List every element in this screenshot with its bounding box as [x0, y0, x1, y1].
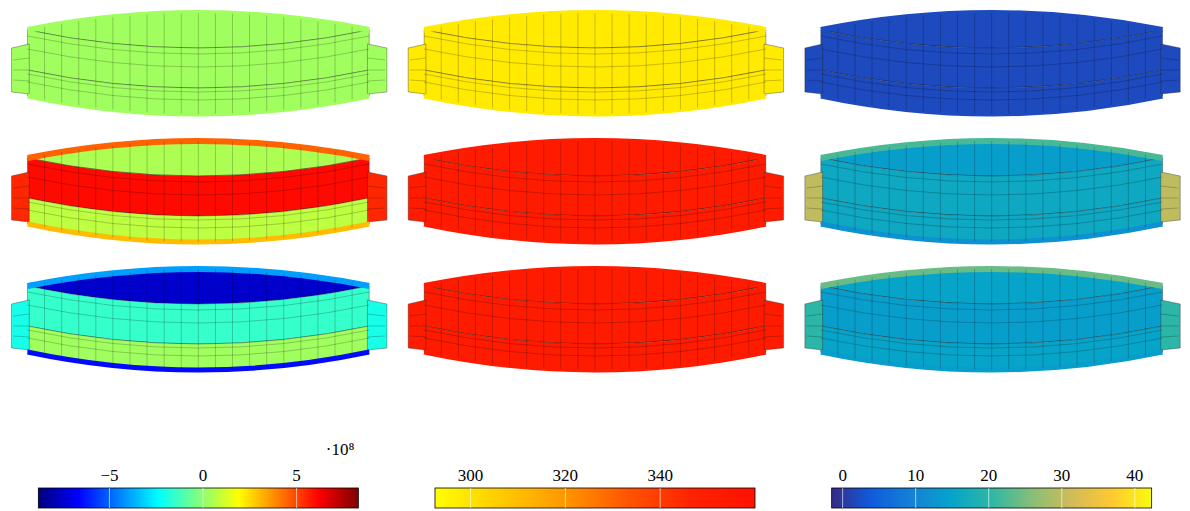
tick-label: 0 [838, 466, 847, 485]
field-region [12, 172, 387, 222]
colorbar-tick [203, 488, 204, 508]
field-region [408, 44, 783, 94]
mesh-lines [807, 269, 1179, 370]
colorbar-tick [109, 488, 110, 508]
tick-label: 40 [1126, 466, 1143, 485]
colorbar-tick [842, 488, 843, 508]
mesh-panel [805, 269, 1180, 370]
mesh-lines [410, 269, 782, 370]
field-region [12, 300, 387, 350]
colorbar [38, 488, 358, 508]
mesh-lines [807, 141, 1179, 242]
colorbar-tick [296, 488, 297, 508]
field-region [408, 172, 783, 222]
tick-label: 5 [292, 466, 301, 485]
tick-label: 300 [458, 466, 484, 485]
tick-label: −5 [100, 466, 118, 485]
tick-label: 20 [980, 466, 997, 485]
mesh-panel [12, 269, 387, 370]
mesh-panel [12, 13, 387, 114]
mesh-panel [12, 141, 387, 242]
field-region [408, 300, 783, 350]
tick-label: 10 [907, 466, 924, 485]
field-region [805, 300, 1180, 350]
mesh-lines [410, 141, 782, 242]
mesh-panel [408, 13, 783, 114]
mesh-lines [410, 13, 782, 114]
mesh-lines [13, 13, 385, 114]
tick-label: 0 [199, 466, 208, 485]
mesh-lines [13, 269, 385, 370]
colorbar-tick [915, 488, 916, 508]
figure: −5 0 5 ·10⁸ 300 320 340 0 10 20 30 40 [0, 0, 1190, 511]
mesh-panel [805, 13, 1180, 114]
field-region [805, 172, 1180, 222]
mesh-panel [408, 141, 783, 242]
colorbar-tick [470, 488, 471, 508]
field-region [12, 44, 387, 94]
colorbar [435, 488, 755, 508]
tick-label: 320 [553, 466, 579, 485]
tick-label: 340 [647, 466, 673, 485]
mesh-panel [805, 141, 1180, 242]
colorbar [832, 488, 1152, 508]
scale-label: ·10⁸ [326, 440, 355, 459]
colorbar-tick [1134, 488, 1135, 508]
colorbar-tick [660, 488, 661, 508]
mesh-panel [408, 269, 783, 370]
colorbar-tick [565, 488, 566, 508]
mesh-lines [13, 141, 385, 242]
tick-label: 30 [1053, 466, 1070, 485]
colorbar-tick [988, 488, 989, 508]
mesh-lines [807, 13, 1179, 114]
colorbar-tick [1061, 488, 1062, 508]
field-region [805, 44, 1180, 94]
